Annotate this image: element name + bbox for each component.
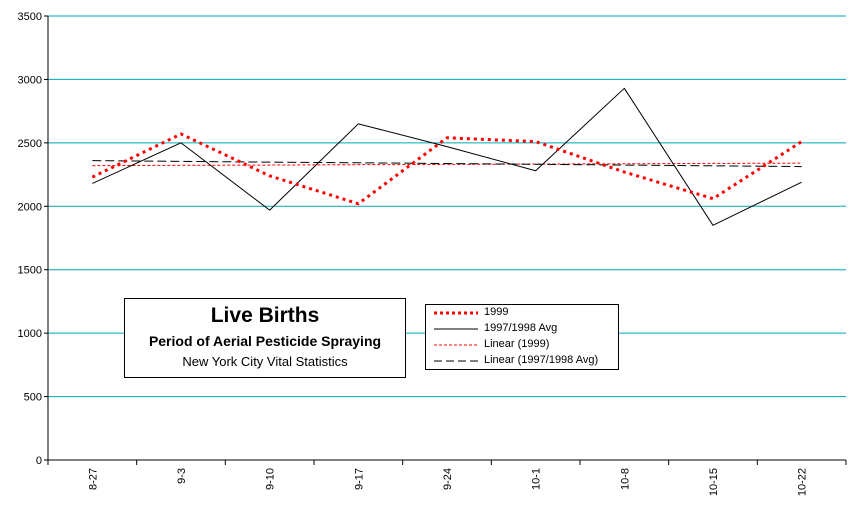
x-tick-label: 9-10 bbox=[265, 468, 277, 490]
series-line-linear-1997-1998-avg bbox=[92, 160, 802, 168]
y-tick-label: 2000 bbox=[18, 201, 42, 213]
legend-swatch-linear-avg bbox=[434, 360, 478, 362]
x-tick-label: 9-17 bbox=[353, 468, 365, 490]
legend-swatch-avg bbox=[434, 328, 478, 330]
x-tick-label: 9-24 bbox=[442, 468, 454, 490]
series-line-1999 bbox=[91, 132, 803, 206]
series-line-linear-1999 bbox=[92, 162, 802, 167]
chart-title: Live Births bbox=[210, 304, 320, 327]
legend-label-avg: 1997/1998 Avg bbox=[484, 322, 558, 334]
legend-swatch-1999 bbox=[434, 311, 478, 315]
x-tick-label: 10-8 bbox=[619, 468, 631, 490]
legend-swatch-linear-1999 bbox=[434, 344, 478, 346]
x-tick-label: 10-1 bbox=[531, 468, 543, 490]
chart-title-box: Live Births Period of Aerial Pesticide S… bbox=[124, 298, 406, 378]
x-tick-label: 10-15 bbox=[708, 468, 720, 496]
legend-label-1999: 1999 bbox=[484, 306, 509, 318]
y-tick-label: 2500 bbox=[18, 138, 42, 150]
legend-label-linear-1999: Linear (1999) bbox=[484, 338, 550, 350]
legend-label-linear-avg: Linear (1997/1998 Avg) bbox=[484, 354, 599, 366]
legend-item-1999: 1999 bbox=[426, 305, 618, 321]
x-tick-label: 8-27 bbox=[87, 468, 99, 490]
chart-source: New York City Vital Statistics bbox=[182, 354, 348, 369]
legend-item-avg: 1997/1998 Avg bbox=[426, 321, 618, 337]
chart-subtitle: Period of Aerial Pesticide Spraying bbox=[148, 333, 382, 349]
y-tick-label: 0 bbox=[36, 455, 42, 467]
x-tick-label: 9-3 bbox=[176, 468, 188, 484]
y-tick-label: 3000 bbox=[18, 74, 42, 86]
legend-item-linear-1999: Linear (1999) bbox=[426, 337, 618, 353]
series-line-1997-1998-avg bbox=[92, 87, 802, 226]
y-tick-label: 1500 bbox=[18, 265, 42, 277]
legend: 1999 1997/1998 Avg Linear (1999) Linear … bbox=[425, 304, 619, 370]
y-tick-label: 3500 bbox=[18, 11, 42, 23]
legend-item-linear-avg: Linear (1997/1998 Avg) bbox=[426, 353, 618, 369]
y-tick-label: 1000 bbox=[18, 328, 42, 340]
x-tick-label: 10-22 bbox=[797, 468, 809, 496]
y-tick-label: 500 bbox=[24, 392, 42, 404]
